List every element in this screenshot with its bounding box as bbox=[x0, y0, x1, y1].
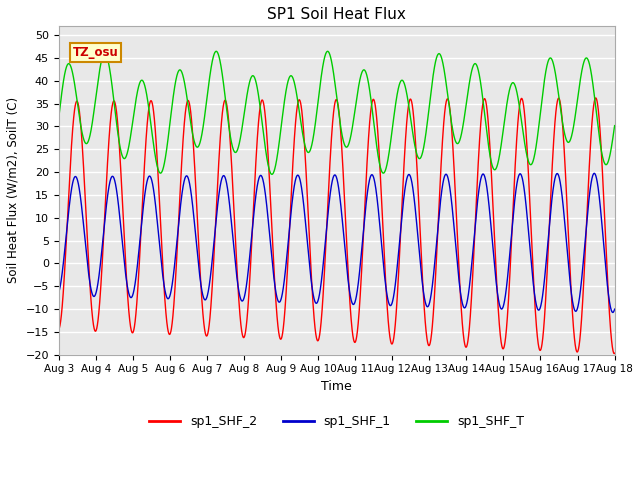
sp1_SHF_2 bbox=[244, 309, 252, 315]
sp1_SHF_1 bbox=[580, 247, 588, 253]
Legend: sp1_SHF_2, sp1_SHF_1, sp1_SHF_T: sp1_SHF_2, sp1_SHF_1, sp1_SHF_T bbox=[144, 410, 529, 433]
sp1_SHF_T bbox=[318, 69, 326, 74]
sp1_SHF_T bbox=[268, 171, 276, 177]
sp1_SHF_1 bbox=[244, 274, 252, 279]
sp1_SHF_2 bbox=[580, 267, 588, 273]
X-axis label: Time: Time bbox=[321, 380, 352, 393]
sp1_SHF_1 bbox=[461, 305, 469, 311]
sp1_SHF_1 bbox=[609, 310, 616, 315]
Line: sp1_SHF_1: sp1_SHF_1 bbox=[59, 173, 614, 312]
Y-axis label: Soil Heat Flux (W/m2), SoilT (C): Soil Heat Flux (W/m2), SoilT (C) bbox=[7, 97, 20, 283]
sp1_SHF_2 bbox=[611, 351, 618, 357]
sp1_SHF_T bbox=[55, 115, 63, 121]
sp1_SHF_T bbox=[588, 71, 595, 77]
Line: sp1_SHF_T: sp1_SHF_T bbox=[59, 51, 614, 174]
sp1_SHF_2 bbox=[461, 343, 469, 348]
sp1_SHF_T bbox=[611, 123, 618, 129]
sp1_SHF_1 bbox=[590, 170, 598, 176]
sp1_SHF_T bbox=[244, 88, 252, 94]
sp1_SHF_2 bbox=[611, 350, 618, 356]
sp1_SHF_T bbox=[212, 48, 220, 54]
Title: SP1 Soil Heat Flux: SP1 Soil Heat Flux bbox=[268, 7, 406, 22]
sp1_SHF_2 bbox=[588, 131, 595, 136]
sp1_SHF_1 bbox=[477, 176, 484, 182]
sp1_SHF_2 bbox=[318, 311, 326, 317]
sp1_SHF_T bbox=[580, 57, 588, 63]
sp1_SHF_1 bbox=[588, 180, 595, 185]
sp1_SHF_2 bbox=[592, 95, 600, 101]
Text: TZ_osu: TZ_osu bbox=[72, 46, 118, 59]
sp1_SHF_1 bbox=[611, 306, 618, 312]
sp1_SHF_T bbox=[461, 108, 469, 114]
sp1_SHF_1 bbox=[318, 275, 326, 280]
sp1_SHF_2 bbox=[477, 121, 484, 127]
sp1_SHF_2 bbox=[55, 326, 63, 332]
sp1_SHF_1 bbox=[55, 289, 63, 295]
sp1_SHF_T bbox=[477, 82, 484, 87]
Line: sp1_SHF_2: sp1_SHF_2 bbox=[59, 98, 614, 354]
